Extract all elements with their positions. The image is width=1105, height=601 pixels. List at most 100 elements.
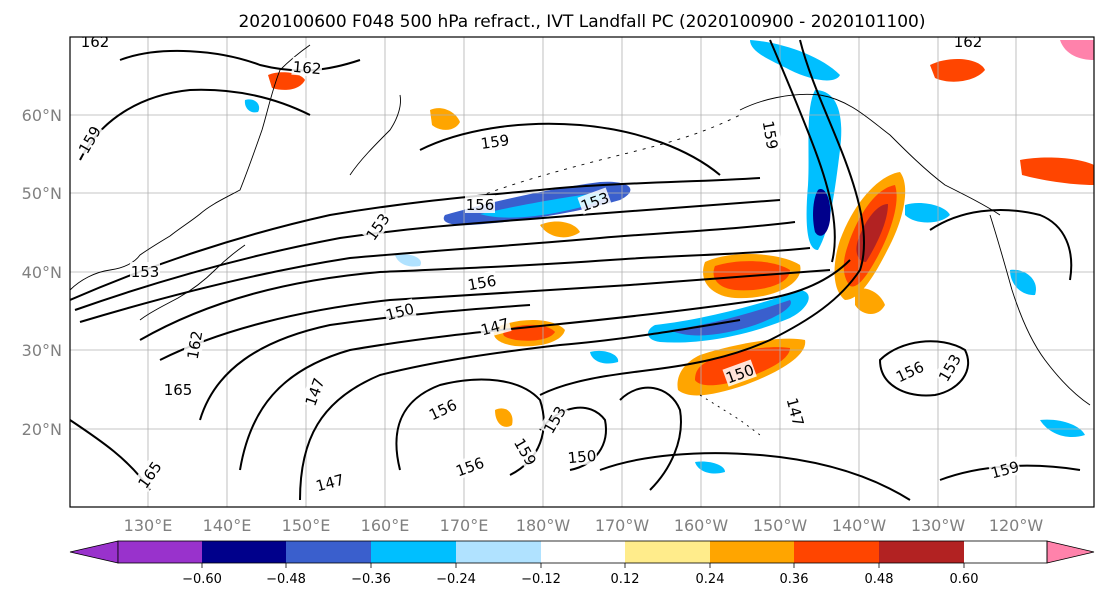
colorbar: −0.60 −0.48 −0.36 −0.24 −0.12 0.12 0.24 0.36 0.4… (69, 540, 1095, 587)
contour-label-bg (783, 394, 809, 429)
contour-label-text: 162 (292, 58, 322, 78)
contour-label-text: 159 (759, 119, 782, 150)
contour-line (239, 259, 851, 471)
anomaly-positive (930, 58, 985, 82)
anomaly-positive (855, 288, 885, 315)
colorbar-segment (456, 541, 541, 563)
contour-label-bg (538, 402, 570, 437)
contour-line (119, 49, 361, 72)
contour-line (539, 39, 866, 396)
contour-line (929, 209, 1073, 281)
anomaly-positive (1060, 40, 1094, 60)
contour-label: 156 (465, 270, 499, 294)
colorbar-tick-label: 0.36 (780, 572, 809, 587)
contour-label: 162 (80, 33, 110, 51)
contour-label: 156 (452, 452, 487, 480)
contour-line (878, 340, 970, 397)
colorbar-segment (794, 541, 879, 563)
contour-label-bg (465, 270, 499, 294)
contour-line (395, 378, 545, 476)
contour-label-bg (478, 130, 511, 153)
longitude-label: 140°W (832, 516, 887, 535)
contour-label-bg (566, 445, 598, 467)
anomaly-negative (905, 203, 950, 223)
colorbar-segment (541, 541, 625, 563)
contour-label-bg (163, 380, 193, 398)
contour-label-text: 162 (184, 329, 207, 360)
contour-label-bg (182, 328, 206, 362)
contour-label-bg (382, 298, 417, 324)
latitude-label: 50°N (22, 184, 62, 203)
contour-line (299, 319, 741, 501)
contour-label-text: 162 (954, 33, 983, 51)
contour-label-bg (722, 359, 757, 387)
coastlines (70, 44, 1091, 436)
contour-label-text: 159 (480, 131, 511, 153)
contour-label-text: 165 (164, 381, 193, 399)
contour-label: 159 (759, 118, 783, 152)
contour-label-text: 153 (131, 263, 160, 281)
contour-label: 165 (163, 380, 193, 399)
anomaly-negative (590, 350, 619, 364)
anomaly-positive (540, 221, 580, 238)
contour-label-bg (291, 56, 323, 78)
coastline-north-america (989, 214, 1091, 406)
contour-line (79, 88, 311, 161)
coastline-japan (139, 244, 246, 321)
colorbar-segment (710, 541, 794, 563)
anomaly-negative (695, 461, 725, 474)
anomaly-shading (244, 40, 1094, 474)
latitude-label: 60°N (22, 106, 62, 125)
map-frame (69, 36, 1095, 508)
coastline-asia (70, 44, 311, 291)
coastline-kamchatka (349, 94, 401, 176)
colorbar-tick-label: −0.36 (351, 572, 391, 587)
latitude-label: 40°N (22, 263, 62, 282)
colorbar-tick-label: 0.24 (696, 572, 725, 587)
contour-label-bg (892, 356, 927, 386)
contour-label-bg (425, 394, 460, 424)
coastline-hawaii (699, 394, 761, 436)
contour-label-bg (300, 374, 328, 409)
contour-label: 153 (933, 350, 965, 385)
colorbar-tick-label: 0.12 (611, 572, 640, 587)
contour-line (199, 304, 531, 421)
longitude-label: 120°W (989, 516, 1044, 535)
contour-line (599, 452, 911, 501)
colorbar-tick-label: 0.60 (950, 572, 979, 587)
contour-line (769, 39, 836, 263)
map-gridlines (70, 37, 1094, 507)
longitude-label: 150°W (753, 516, 808, 535)
contour-label-bg (73, 122, 105, 157)
colorbar-tick-label: −0.48 (266, 572, 306, 587)
longitude-label: 180°W (516, 516, 571, 535)
contour-label-bg (510, 434, 542, 469)
colorbar-segment (118, 541, 202, 563)
contour-label-text: 162 (81, 33, 110, 51)
longitude-label: 150°E (282, 516, 331, 535)
longitude-label: 130°E (124, 516, 173, 535)
figure-title: 2020100600 F048 500 hPa refract., IVT La… (238, 12, 925, 32)
contour-label: 162 (182, 328, 207, 362)
contour-line (159, 269, 831, 361)
colorbar-segment (371, 541, 456, 563)
contour-label-bg (312, 469, 347, 495)
anomaly-positive (1020, 157, 1094, 185)
contour-label: 162 (953, 33, 983, 51)
colorbar-tick-label: −0.60 (182, 572, 222, 587)
contour-line (74, 199, 781, 311)
contour-label-bg (452, 452, 487, 480)
contour-label-bg (953, 37, 983, 50)
contour-label: 156 (465, 195, 495, 214)
colorbar-tick-label: −0.12 (521, 572, 561, 587)
contour-label: 159 (478, 130, 511, 153)
contour-label-bg (465, 195, 495, 213)
colorbar-segment (625, 541, 710, 563)
anomaly-negative (813, 189, 831, 236)
contour-line (70, 177, 761, 301)
contour-label: 153 (130, 262, 160, 281)
contour-label-bg (987, 456, 1022, 482)
longitude-labels: 130°E 140°E 150°E 160°E 170°E 180°W 170°W 160°W… (124, 516, 1044, 535)
colorbar-segment (286, 541, 371, 563)
anomaly-positive (430, 108, 460, 130)
